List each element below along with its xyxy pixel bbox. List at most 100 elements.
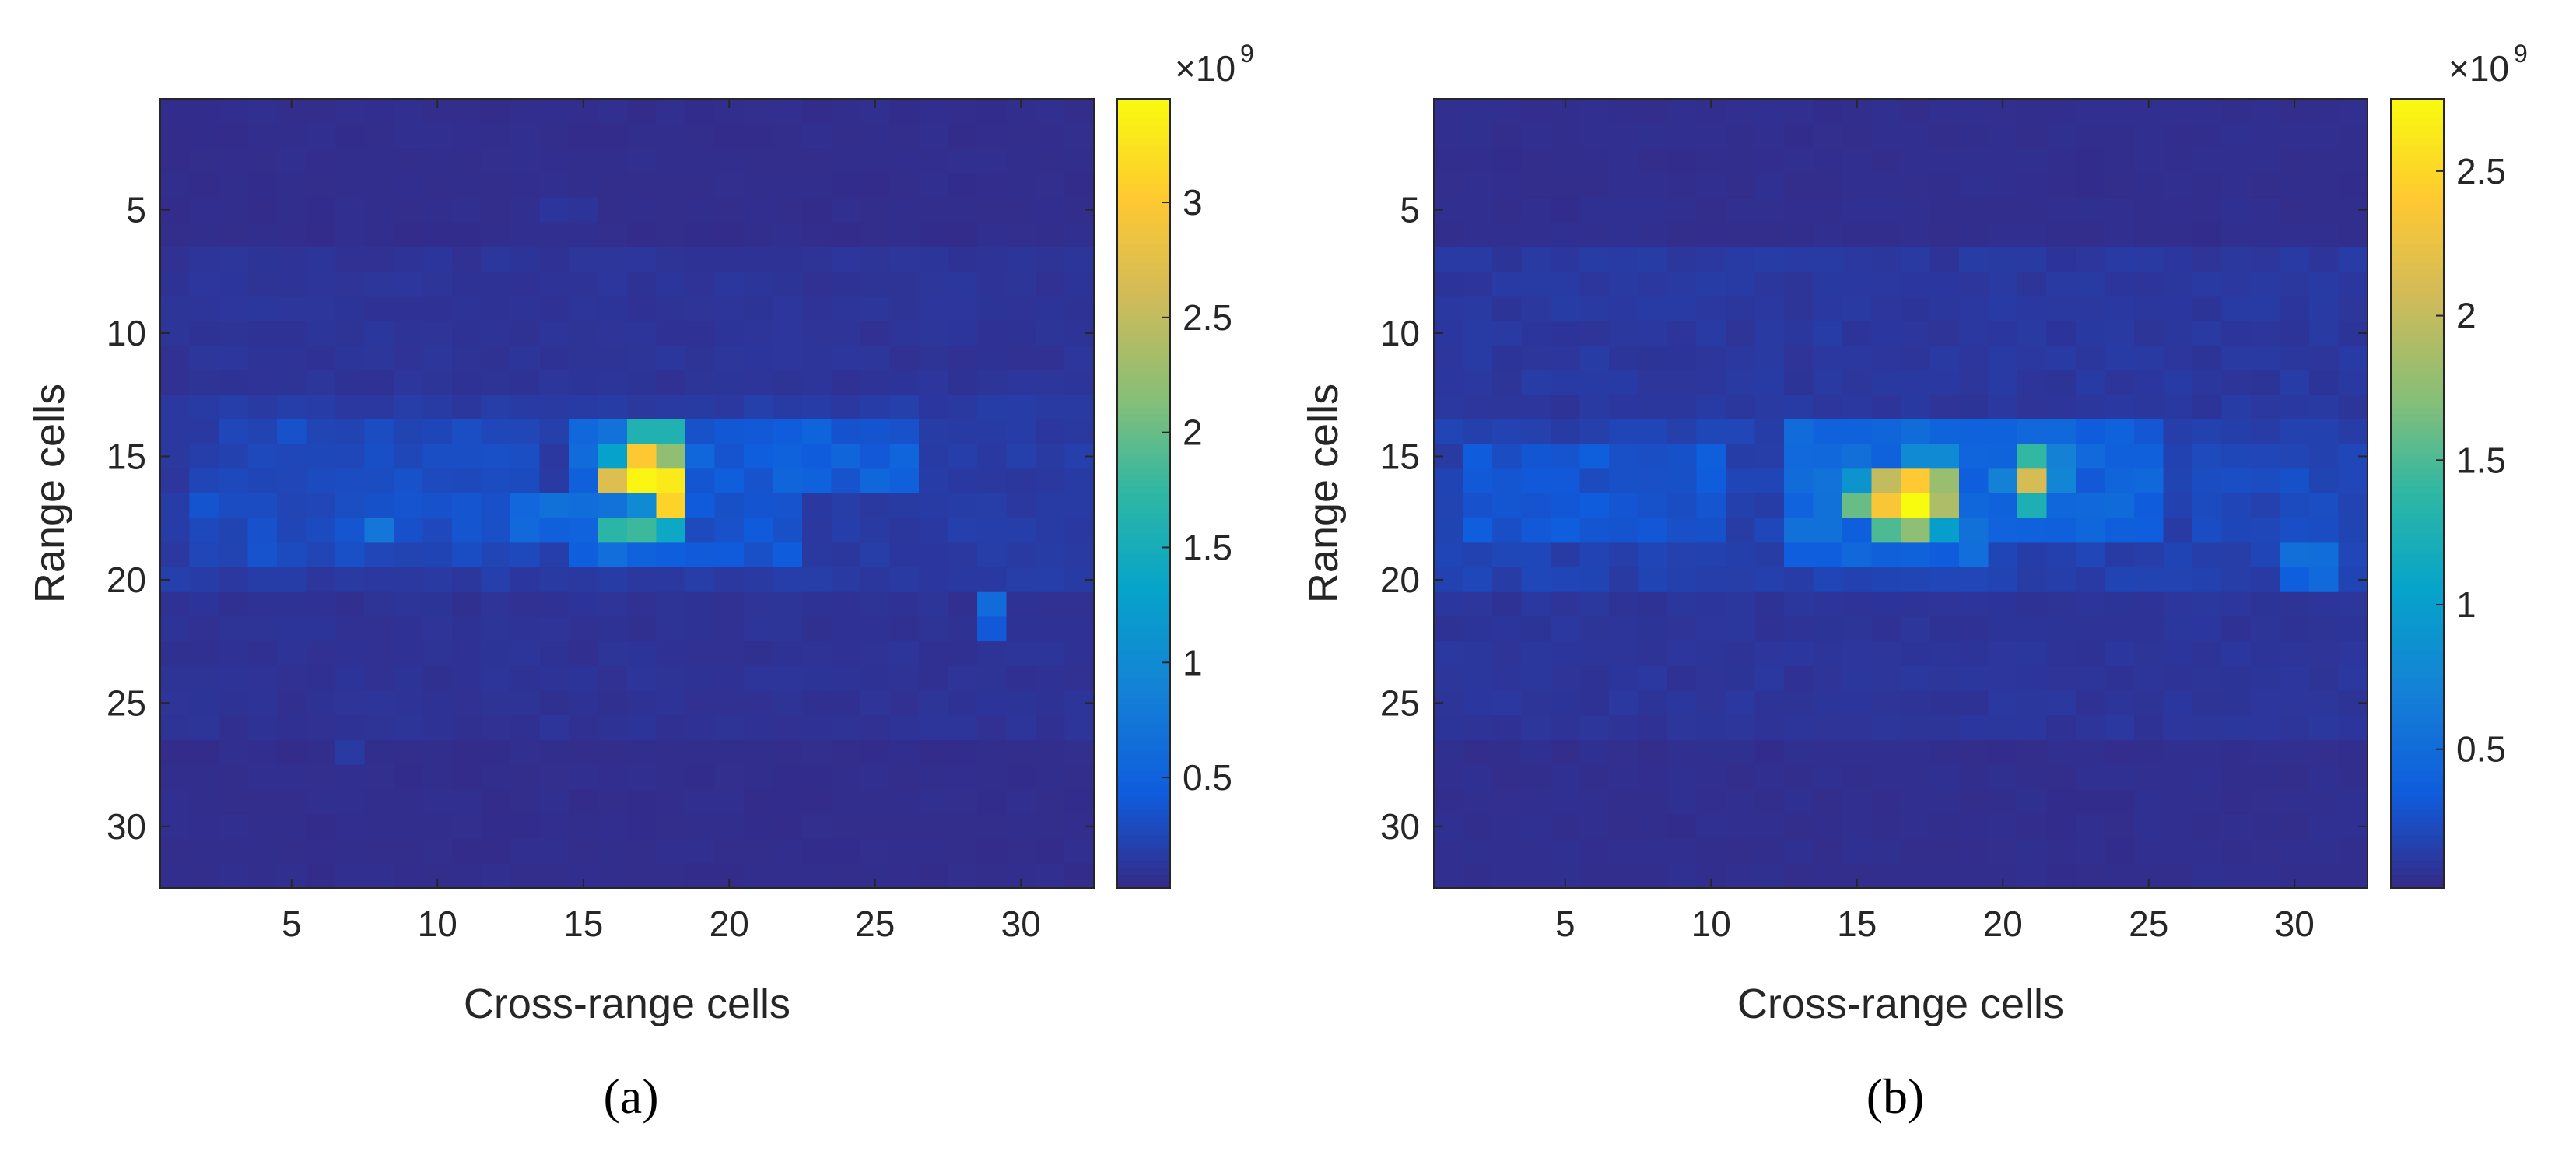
colorbar-segment <box>2391 809 2444 816</box>
heatmap-cell <box>2134 518 2164 543</box>
heatmap-cell <box>1959 567 1989 593</box>
heatmap-cell <box>219 345 249 371</box>
heatmap-cell <box>2105 739 2135 766</box>
heatmap-cell <box>802 444 832 469</box>
heatmap-cell <box>656 444 686 469</box>
heatmap-cell <box>2221 764 2252 790</box>
colorbar-segment <box>2391 763 2444 770</box>
heatmap-cell <box>948 789 978 815</box>
heatmap-cell <box>1521 173 1551 198</box>
heatmap-cell <box>1871 345 1901 371</box>
heatmap-cell <box>2338 123 2368 149</box>
heatmap-cell <box>247 395 278 420</box>
heatmap-cell <box>569 789 599 815</box>
heatmap-cell <box>919 197 949 223</box>
heatmap-cell <box>364 764 394 790</box>
heatmap-cell <box>1784 419 1814 445</box>
heatmap-cell <box>510 395 541 420</box>
heatmap-cell <box>277 271 307 297</box>
heatmap-cell <box>1754 222 1785 247</box>
heatmap-cell <box>1959 591 1989 618</box>
heatmap-cell <box>802 665 832 692</box>
heatmap-cell <box>1492 345 1523 371</box>
heatmap-cell <box>335 764 366 790</box>
heatmap-cell <box>2076 173 2106 198</box>
y-tick-label: 25 <box>1380 683 1420 723</box>
heatmap-cell <box>1754 739 1785 766</box>
heatmap-cell <box>364 345 394 371</box>
heatmap-cell <box>948 838 978 864</box>
colorbar-segment <box>2391 631 2444 639</box>
heatmap-cell <box>306 665 336 692</box>
heatmap-cell <box>889 764 920 790</box>
heatmap-cell <box>1726 173 1756 198</box>
heatmap-cell <box>744 567 774 593</box>
heatmap-cell <box>1842 123 1873 149</box>
heatmap-cell <box>306 715 336 741</box>
heatmap-cell <box>627 444 657 469</box>
colorbar-segment <box>1117 440 1170 448</box>
heatmap-cell <box>247 813 278 840</box>
heatmap-cell <box>160 591 191 618</box>
heatmap-cell <box>1959 197 1989 223</box>
heatmap-cell <box>1959 789 1989 815</box>
colorbar-tick-label: 2 <box>2456 296 2476 336</box>
heatmap-cell <box>2251 123 2281 149</box>
heatmap-cell <box>2163 345 2193 371</box>
heatmap-cell <box>277 715 307 741</box>
heatmap-cell <box>422 197 453 223</box>
heatmap-cell <box>1959 542 1989 568</box>
colorbar-segment <box>2391 151 2444 159</box>
heatmap-cell <box>714 222 745 247</box>
heatmap-cell <box>481 271 511 297</box>
colorbar-segment <box>2391 230 2444 238</box>
heatmap-cell <box>1784 518 1814 543</box>
heatmap-cell <box>2221 419 2252 445</box>
heatmap-cell <box>2046 739 2077 766</box>
heatmap-cell <box>2017 493 2048 519</box>
colorbar-segment <box>1117 585 1170 593</box>
heatmap-cell <box>656 173 686 198</box>
heatmap-cell <box>714 789 745 815</box>
heatmap-cell <box>569 567 599 593</box>
heatmap-cell <box>1784 739 1814 766</box>
heatmap-cell <box>1901 271 1931 297</box>
heatmap-cell <box>2046 567 2077 593</box>
heatmap-cell <box>1696 665 1726 692</box>
colorbar-segment <box>2391 158 2444 166</box>
heatmap-cell <box>364 789 394 815</box>
colorbar-segment <box>2391 875 2444 883</box>
colorbar-segment <box>2391 388 2444 395</box>
heatmap-cell <box>1959 99 1989 125</box>
heatmap-cell <box>2221 739 2252 766</box>
heatmap-cell <box>1609 468 1639 494</box>
heatmap-cell <box>2309 99 2339 125</box>
heatmap-cell <box>2134 468 2164 494</box>
heatmap-cell <box>481 591 511 618</box>
heatmap-cell <box>714 739 745 766</box>
heatmap-cell <box>364 838 394 864</box>
heatmap-cell <box>422 419 453 445</box>
heatmap-cell <box>1006 370 1036 395</box>
heatmap-cell <box>219 567 249 593</box>
heatmap-cell <box>2163 789 2193 815</box>
heatmap-cell <box>714 838 745 864</box>
heatmap-cell <box>1988 370 2018 395</box>
colorbar-segment <box>2391 684 2444 692</box>
heatmap-cell <box>219 444 249 469</box>
heatmap-cell <box>1667 395 1698 420</box>
colorbar-segment <box>2391 421 2444 429</box>
heatmap-cell <box>1726 370 1756 395</box>
heatmap-cell <box>335 395 366 420</box>
heatmap-cell <box>2105 764 2135 790</box>
heatmap-cell <box>1463 395 1493 420</box>
heatmap-cell <box>831 863 861 889</box>
heatmap-cell <box>1784 370 1814 395</box>
heatmap-cell <box>1036 542 1066 568</box>
heatmap-cells-a <box>160 99 1095 889</box>
heatmap-cell <box>1754 296 1785 321</box>
colorbar-segment <box>1117 822 1170 830</box>
heatmap-cell <box>1726 247 1756 272</box>
colorbar-segment <box>2391 756 2444 764</box>
